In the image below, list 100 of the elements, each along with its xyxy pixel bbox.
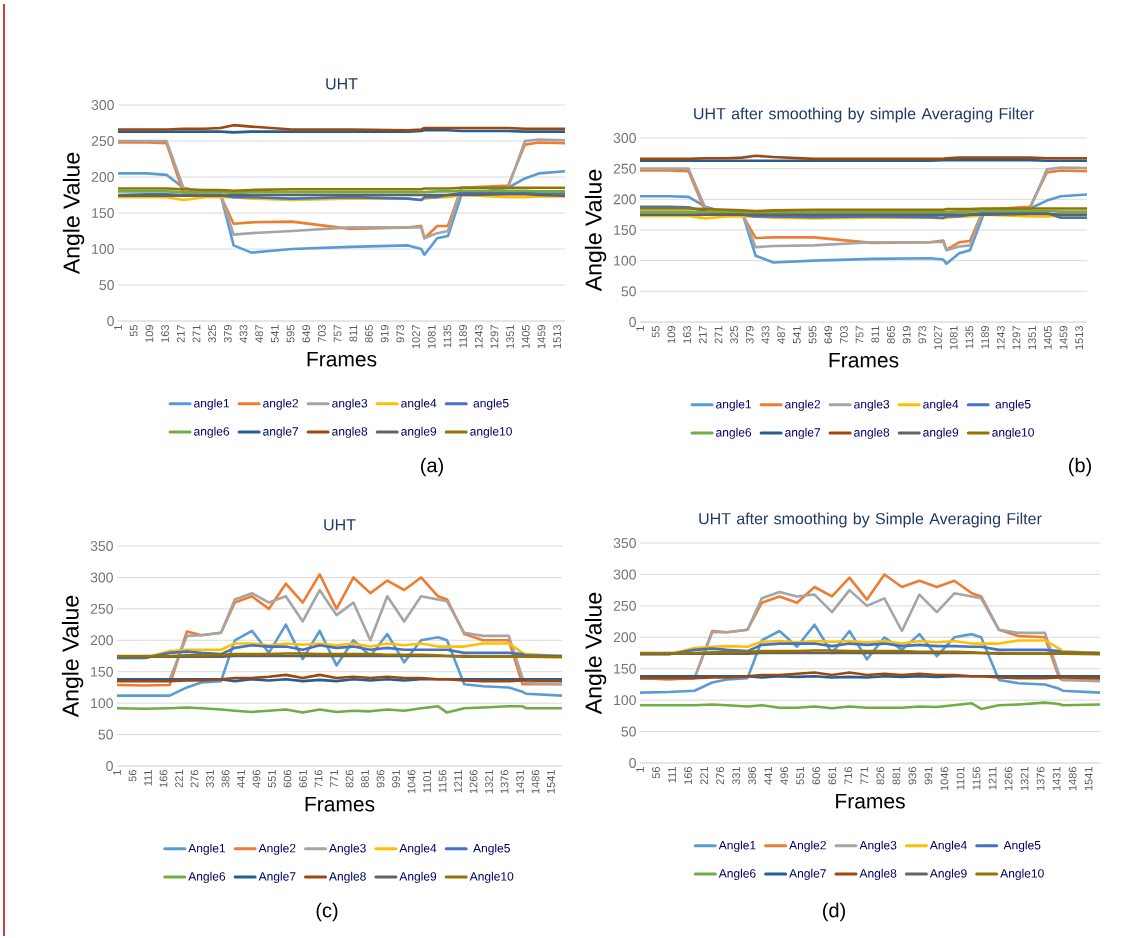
x-tick-label: 1266 [469, 770, 478, 794]
x-tick-label: 1081 [949, 326, 958, 350]
legend-label: angle7 [263, 426, 299, 439]
text: (c) [316, 902, 338, 922]
legend-label: Angle9 [929, 868, 967, 881]
y-tick-label: 250 [91, 136, 114, 146]
x-tick-label: 541 [793, 326, 801, 344]
x-tick-label: 771 [330, 770, 338, 788]
x-tick-label: 1376 [1036, 767, 1045, 791]
x-tick-label: 1376 [500, 770, 509, 794]
x-tick-label: 606 [283, 770, 292, 788]
legend-label: Angle2 [258, 843, 296, 855]
text: (d) [823, 902, 845, 922]
legend-label: Angle10 [469, 871, 514, 884]
x-tick-label: 1297 [490, 325, 499, 349]
legend-label: angle3 [332, 398, 368, 410]
legend-label: angle1 [716, 399, 752, 411]
legend-label: Angle7 [789, 868, 826, 881]
x-tick-label: 217 [176, 325, 185, 343]
x-tick-label: 386 [221, 770, 230, 788]
x-tick-label: 973 [918, 326, 927, 344]
y-tick-label: 50 [98, 729, 113, 740]
x-tick-label: 1027 [412, 325, 420, 349]
y-axis-title: Angle Value [62, 152, 85, 275]
legend-label: Angle1 [718, 840, 756, 852]
x-tick-label: 811 [349, 325, 358, 342]
y-tick-label: 100 [614, 255, 636, 266]
x-tick-label: 487 [777, 326, 786, 344]
y-tick-label: 300 [90, 572, 113, 583]
x-tick-label: 496 [780, 767, 789, 785]
x-tick-label: 1431 [516, 770, 524, 794]
legend-label: angle1 [194, 398, 230, 410]
x-tick-label: 1101 [956, 767, 965, 790]
x-tick-label: 441 [237, 770, 245, 788]
x-tick-label: 111 [668, 767, 676, 783]
x-tick-label: 55 [129, 325, 138, 337]
legend-label: angle5 [473, 398, 509, 410]
x-tick-label: 1211 [454, 770, 462, 793]
legend-label: Angle6 [718, 868, 756, 881]
legend-label: angle8 [332, 426, 368, 439]
x-tick-label: 1459 [537, 325, 546, 349]
legend-label: Angle4 [929, 840, 967, 852]
x-tick-label: 826 [345, 770, 354, 788]
x-tick-label: 551 [268, 770, 276, 788]
legend-label: Angle1 [188, 843, 226, 855]
text: (b) [1069, 457, 1091, 477]
x-tick-label: 649 [824, 326, 833, 344]
x-tick-label: 1101 [423, 770, 431, 793]
x-tick-label: 757 [855, 326, 864, 344]
x-tick-label: 441 [764, 767, 772, 785]
x-tick-label: 1135 [965, 326, 974, 349]
x-tick-label: 1081 [427, 325, 436, 349]
legend-label: angle7 [785, 427, 821, 440]
x-tick-label: 1351 [1028, 326, 1037, 350]
legend-label: Angle6 [188, 871, 226, 884]
x-tick-label: 716 [844, 767, 853, 785]
x-tick-label: 757 [333, 325, 342, 343]
x-tick-label: 217 [698, 326, 707, 344]
y-tick-label: 0 [629, 317, 636, 327]
y-tick-label: 250 [613, 163, 636, 174]
x-tick-label: 1266 [1004, 767, 1013, 791]
x-tick-label: 1027 [934, 326, 942, 350]
x-tick-label: 109 [667, 326, 676, 344]
x-tick-label: 991 [392, 770, 400, 788]
x-tick-label: 1405 [1043, 326, 1052, 350]
legend-label: Angle9 [399, 871, 437, 884]
x-tick-label: 496 [252, 770, 261, 788]
legend-label: Angle2 [789, 840, 826, 852]
legend-label: Angle4 [399, 843, 437, 855]
x-tick-label: 163 [683, 326, 691, 344]
x-tick-label: 1351 [506, 325, 515, 349]
x-tick-label: 661 [299, 770, 307, 788]
y-tick-label: 300 [613, 569, 636, 580]
x-tick-label: 1243 [996, 326, 1005, 350]
x-tick-label: 1431 [1052, 767, 1061, 791]
x-tick-label: 1 [636, 767, 644, 772]
x-tick-label: 56 [652, 767, 660, 779]
x-tick-label: 379 [223, 325, 232, 343]
y-tick-label: 0 [107, 316, 114, 326]
x-tick-label: 1486 [531, 770, 540, 794]
legend-label: angle4 [401, 398, 437, 410]
legend-label: angle3 [854, 399, 890, 411]
x-tick-label: 919 [380, 325, 389, 343]
y-tick-label: 200 [91, 172, 114, 182]
x-tick-label: 811 [871, 326, 880, 343]
chart-title: UHT [324, 519, 356, 531]
x-tick-label: 111 [144, 770, 152, 786]
x-tick-label: 487 [255, 325, 264, 343]
x-tick-label: 166 [159, 770, 168, 788]
legend-label: angle5 [995, 399, 1031, 411]
y-tick-label: 150 [614, 225, 636, 235]
legend-label: Angle7 [258, 871, 296, 884]
legend-label: angle6 [194, 426, 230, 439]
x-tick-label: 771 [860, 767, 869, 785]
x-tick-label: 109 [145, 325, 154, 343]
x-tick-label: 881 [361, 770, 369, 788]
x-tick-label: 1405 [521, 325, 530, 349]
x-tick-label: 276 [716, 767, 725, 785]
y-tick-label: 250 [613, 600, 636, 611]
x-tick-label: 1243 [474, 325, 483, 349]
